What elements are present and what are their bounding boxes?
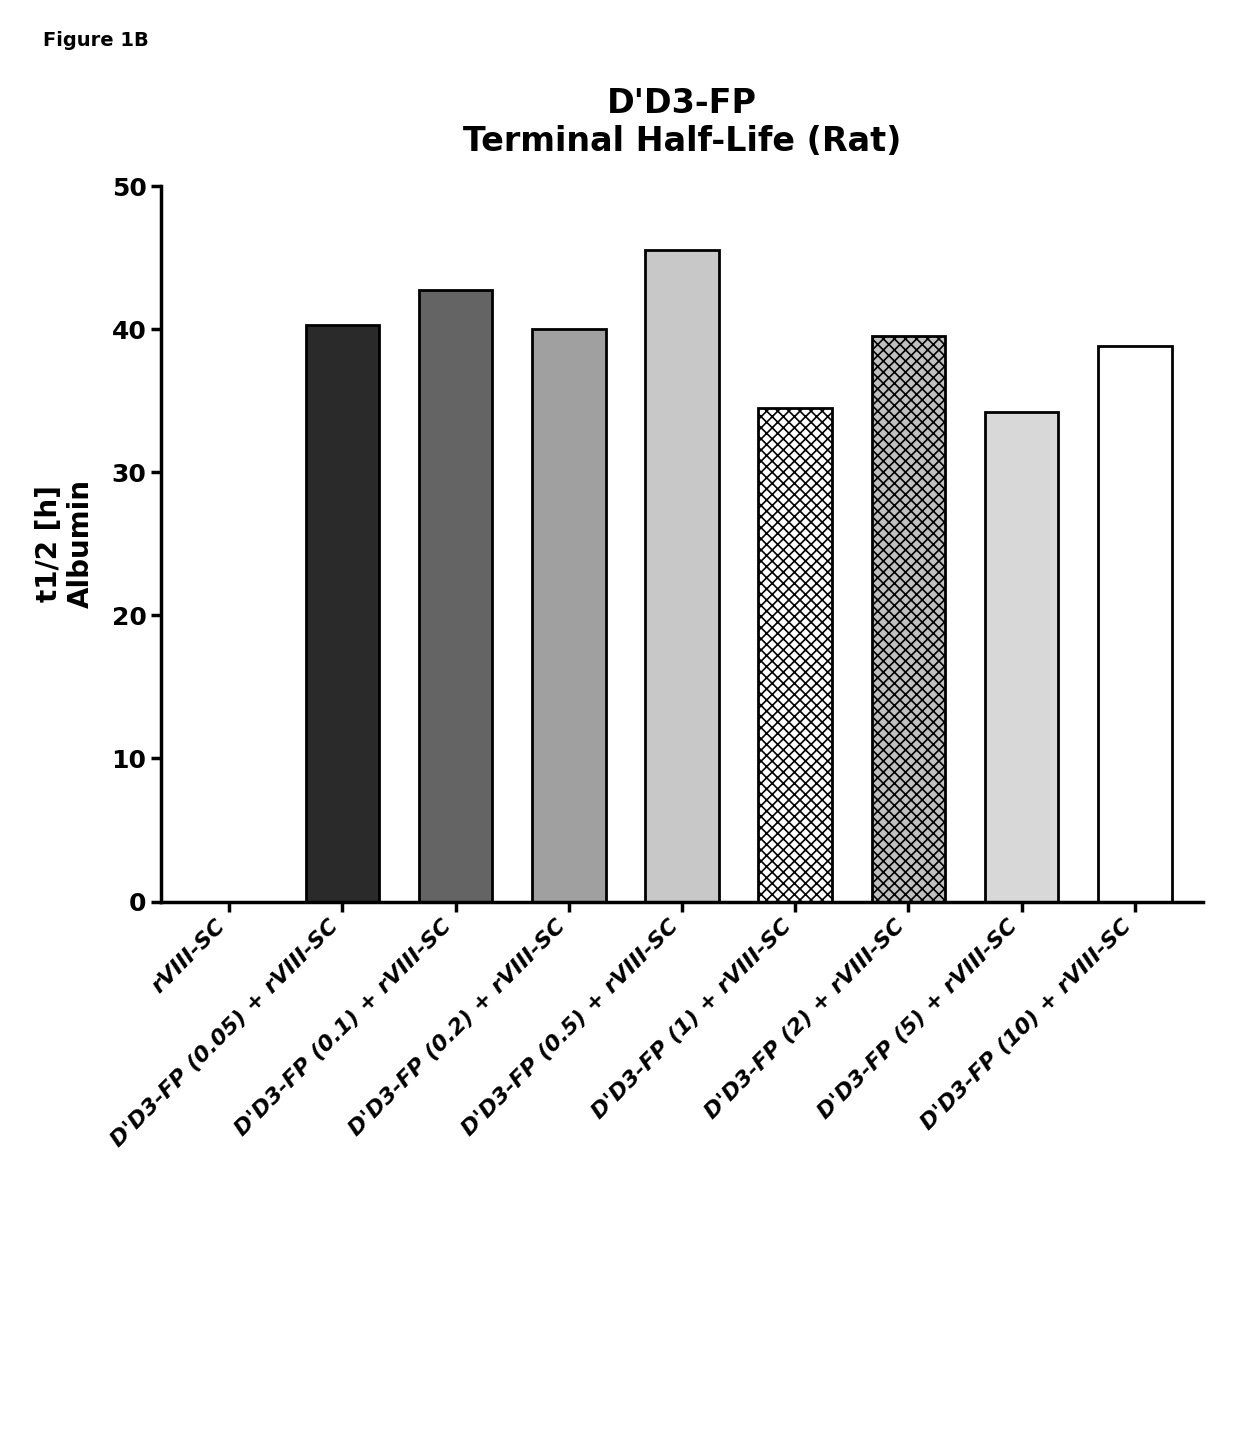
Title: D'D3-FP
Terminal Half-Life (Rat): D'D3-FP Terminal Half-Life (Rat) bbox=[463, 87, 901, 159]
Y-axis label: t1/2 [h]
Albumin: t1/2 [h] Albumin bbox=[35, 479, 95, 608]
Bar bbox=[1099, 346, 1172, 902]
Bar bbox=[305, 325, 379, 902]
Bar bbox=[532, 329, 605, 902]
Bar bbox=[419, 290, 492, 902]
Bar bbox=[759, 408, 832, 902]
Text: Figure 1B: Figure 1B bbox=[43, 31, 149, 50]
Bar bbox=[872, 336, 945, 902]
Bar bbox=[985, 412, 1059, 902]
Bar bbox=[645, 250, 719, 902]
